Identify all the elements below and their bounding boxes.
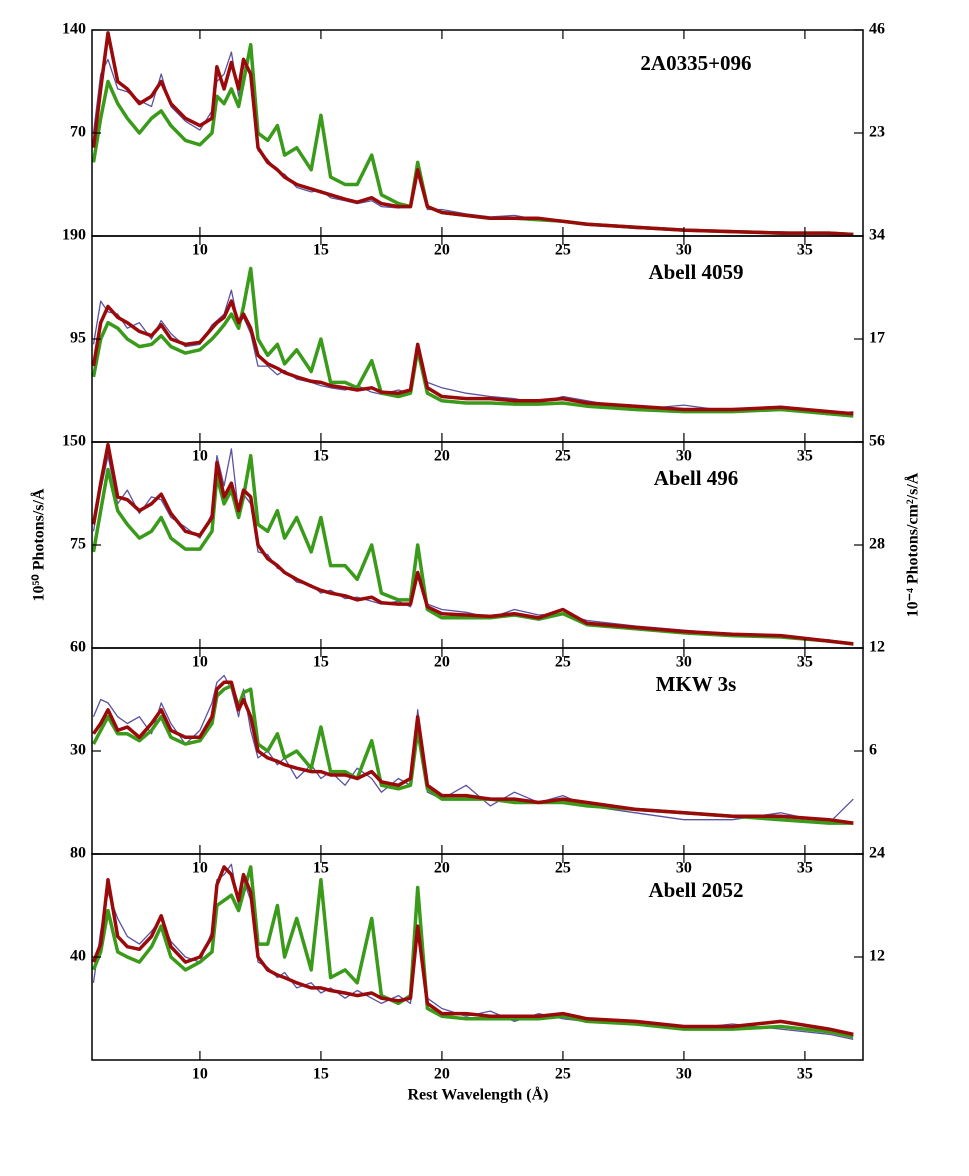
y2-tick-label: 23 (869, 124, 885, 141)
y-tick-label: 140 (62, 21, 86, 38)
y-tick-label: 95 (70, 330, 86, 347)
y2-tick-label: 17 (869, 330, 885, 347)
spectrum-line (92, 442, 854, 646)
x-tick-label: 20 (434, 1066, 450, 1083)
panel-title: Abell 496 (654, 466, 739, 490)
y2-tick-label: 12 (869, 948, 885, 965)
y-tick-label: 60 (70, 639, 86, 656)
x-tick-label: 30 (676, 860, 692, 877)
spectrum-line (92, 865, 854, 1039)
y2-tick-label: 28 (869, 536, 885, 553)
x-tick-label: 35 (797, 242, 813, 259)
x-tick-label: 35 (797, 1066, 813, 1083)
x-tick-label: 35 (797, 654, 813, 671)
y-tick-label: 75 (70, 536, 86, 553)
spectrum-line (92, 865, 854, 1037)
spectrum-line (92, 266, 854, 418)
x-tick-label: 25 (555, 1066, 571, 1083)
y-tick-label: 150 (62, 433, 86, 450)
spectrum-line (92, 299, 854, 416)
x-tick-label: 35 (797, 448, 813, 465)
x-tick-label: 25 (555, 860, 571, 877)
x-tick-label: 35 (797, 860, 813, 877)
y2-tick-label: 24 (869, 845, 885, 862)
y2-tick-label: 46 (869, 21, 885, 38)
x-tick-label: 20 (434, 242, 450, 259)
x-tick-label: 25 (555, 654, 571, 671)
x-tick-label: 20 (434, 860, 450, 877)
x-tick-label: 20 (434, 448, 450, 465)
x-tick-label: 25 (555, 242, 571, 259)
spectrum-line (92, 684, 854, 825)
x-tick-label: 30 (676, 654, 692, 671)
spectrum-line (92, 453, 854, 646)
spectrum-line (92, 674, 854, 824)
x-tick-label: 30 (676, 1066, 692, 1083)
y-tick-label: 30 (70, 742, 86, 759)
spectrum-line (92, 51, 854, 236)
panel-title: Abell 2052 (648, 878, 743, 902)
x-tick-label: 15 (313, 1066, 329, 1083)
panel-frame (91, 647, 864, 855)
x-tick-label: 15 (313, 242, 329, 259)
x-tick-label: 25 (555, 448, 571, 465)
x-tick-label: 10 (192, 1066, 208, 1083)
x-tick-label: 15 (313, 860, 329, 877)
panel-title: 2A0335+096 (640, 51, 751, 75)
x-tick-label: 15 (313, 448, 329, 465)
y2-tick-label: 34 (869, 227, 885, 244)
spectrum-line (92, 289, 854, 416)
panel-title: MKW 3s (656, 672, 737, 696)
spectrum-line (92, 680, 854, 825)
panel-title: Abell 4059 (648, 260, 743, 284)
y2-axis-label: 10⁻⁴ Photons/cm²/s/Å (904, 472, 922, 617)
y-tick-label: 70 (70, 124, 86, 141)
x-tick-label: 10 (192, 448, 208, 465)
x-axis-label: Rest Wavelength (Å) (407, 1086, 548, 1104)
y2-tick-label: 12 (869, 639, 885, 656)
x-tick-label: 10 (192, 242, 208, 259)
spectrum-line (92, 31, 854, 236)
x-tick-label: 30 (676, 448, 692, 465)
y-axis-label: 10⁵⁰ Photons/s/Å (30, 488, 48, 601)
x-tick-label: 30 (676, 242, 692, 259)
x-tick-label: 20 (434, 654, 450, 671)
x-tick-label: 10 (192, 654, 208, 671)
x-tick-label: 10 (192, 860, 208, 877)
x-tick-label: 15 (313, 654, 329, 671)
y2-tick-label: 6 (869, 742, 877, 759)
y-tick-label: 40 (70, 948, 86, 965)
y-tick-label: 190 (62, 227, 86, 244)
y-tick-label: 80 (70, 845, 86, 862)
y2-tick-label: 56 (869, 433, 885, 450)
